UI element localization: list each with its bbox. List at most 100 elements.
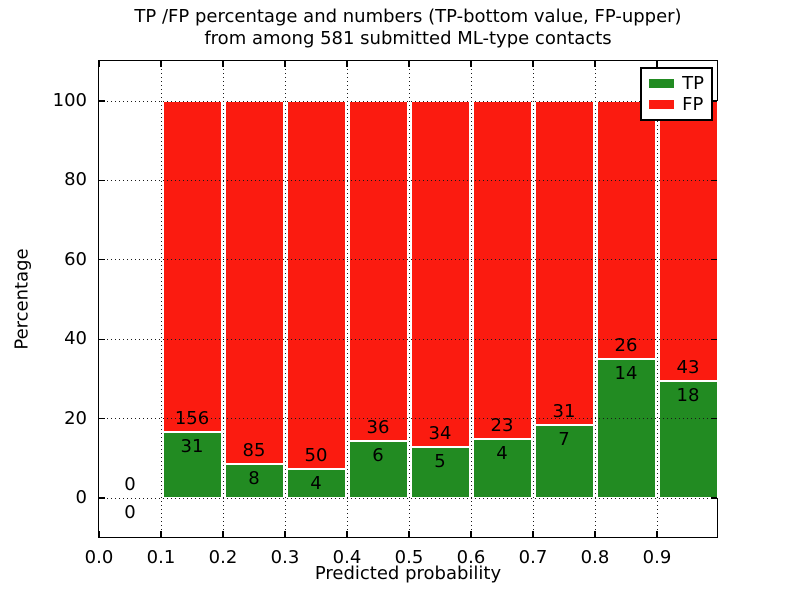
tick-mark [470, 61, 472, 67]
tick-mark [284, 61, 286, 67]
x-tick-label: 0.7 [518, 547, 548, 568]
tick-mark [711, 179, 717, 182]
tick-mark [656, 61, 658, 67]
fp-count-label: 23 [490, 415, 514, 437]
tick-mark [594, 531, 596, 537]
gridline-horizontal [99, 179, 717, 181]
tick-mark [532, 61, 534, 67]
fp-count-label: 34 [428, 423, 452, 445]
tick-mark [408, 61, 410, 67]
x-tick-label: 0.9 [642, 547, 672, 568]
bar-segment-tp [286, 468, 346, 498]
tp-count-label: 14 [614, 363, 638, 385]
gridline-vertical [408, 61, 410, 537]
gridline-vertical [346, 61, 348, 537]
x-tick-label: 0.1 [146, 547, 176, 568]
gridline-vertical [222, 61, 224, 537]
tick-mark [99, 417, 105, 420]
tp-count-label: 18 [676, 384, 700, 406]
gridline-horizontal [99, 338, 717, 340]
bar-segment-fp [286, 101, 346, 469]
gridline-vertical [656, 61, 658, 537]
tp-color-swatch [649, 79, 675, 88]
y-tick-label: 80 [64, 169, 87, 191]
tick-mark [222, 531, 224, 537]
fp-count-label: 0 [124, 474, 136, 495]
legend-label-fp: FP [682, 93, 704, 115]
legend-label-tp: TP [682, 72, 704, 94]
tick-mark [98, 61, 100, 67]
bar-segment-fp [472, 101, 532, 440]
fp-color-swatch [649, 100, 675, 109]
chart-legend: TP FP [640, 67, 713, 121]
tick-mark [594, 61, 596, 67]
y-axis-label: Percentage [11, 248, 33, 350]
tick-mark [408, 531, 410, 537]
bar-segment-fp [162, 101, 222, 433]
tick-mark [711, 338, 717, 340]
bar-segment-fp [348, 101, 408, 442]
tick-mark [99, 179, 105, 182]
x-axis-label: Predicted probability [314, 563, 502, 584]
gridline-horizontal [99, 418, 717, 420]
x-tick-label: 0.3 [270, 547, 300, 568]
gridline-vertical [532, 61, 534, 537]
gridline-horizontal [99, 259, 717, 261]
tp-count-label: 7 [558, 428, 570, 450]
tick-mark [99, 259, 105, 261]
tp-count-label: 8 [248, 467, 260, 489]
tick-mark [160, 531, 162, 537]
bar-segment-fp [596, 101, 656, 360]
gridline-vertical [160, 61, 162, 537]
bar-segment-tp [472, 439, 532, 498]
tick-mark [222, 61, 224, 67]
tick-mark [711, 497, 717, 499]
tick-mark [711, 100, 717, 102]
x-tick-label: 0.0 [84, 547, 114, 568]
tick-mark [160, 61, 162, 67]
fp-count-label: 43 [676, 356, 700, 378]
tp-count-label: 4 [496, 443, 508, 465]
chart-title-line2: from among 581 submitted ML-type contact… [204, 28, 612, 49]
tp-count-label: 6 [372, 445, 384, 467]
tick-mark [284, 531, 286, 537]
x-tick-label: 0.4 [332, 547, 362, 568]
bar-segment-tp [224, 463, 284, 498]
x-tick-label: 0.6 [456, 547, 486, 568]
bar-segment-tp [348, 441, 408, 498]
tick-mark [656, 531, 658, 537]
gridline-horizontal [99, 100, 717, 102]
chart-title-line1: TP /FP percentage and numbers (TP-bottom… [134, 6, 682, 27]
fp-count-label: 156 [174, 408, 210, 430]
bar-segment-tp [658, 380, 718, 498]
tp-count-label: 0 [124, 502, 136, 523]
tick-mark [711, 259, 717, 261]
tp-count-label: 4 [310, 472, 322, 494]
tick-mark [346, 531, 348, 537]
fp-count-label: 85 [242, 439, 266, 461]
bar-segment-fp [224, 101, 284, 464]
y-tick-label: 100 [52, 90, 87, 111]
gridline-vertical [470, 61, 472, 537]
gridline-horizontal [99, 497, 717, 499]
gridline-vertical [284, 61, 286, 537]
tick-mark [99, 100, 105, 102]
bar-segment-tp [410, 447, 470, 498]
y-tick-label: 20 [64, 407, 87, 429]
fp-count-label: 50 [304, 444, 328, 466]
tick-mark [98, 531, 100, 537]
bar-segment-fp [410, 101, 470, 448]
tp-count-label: 5 [434, 451, 446, 473]
tick-mark [346, 61, 348, 67]
tick-mark [99, 497, 105, 499]
x-tick-label: 0.8 [580, 547, 610, 568]
bar-segment-tp [534, 424, 594, 498]
page-title: TP /FP percentage and numbers (TP-bottom… [98, 6, 718, 50]
tick-mark [470, 531, 472, 537]
fp-count-label: 36 [366, 417, 390, 439]
tick-mark [532, 531, 534, 537]
chart-plot-area: TP FP 0 20 40 60 80 100 0.0 0.1 0.2 0.3 0.4 0.5 0.6 0… [53, 60, 718, 568]
tick-mark [711, 417, 717, 420]
tick-mark [99, 338, 105, 340]
